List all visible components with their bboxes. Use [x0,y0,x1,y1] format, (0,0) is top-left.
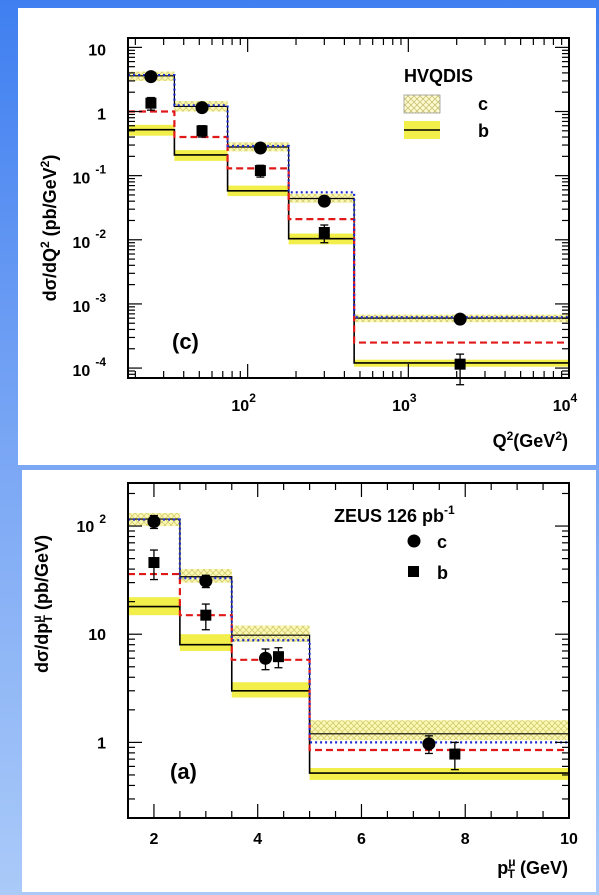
legend-label-b: b [437,563,448,583]
band-b [309,767,569,780]
plot-frame [127,37,570,379]
x-tick-label: 8 [461,831,470,848]
data-point-c [422,737,436,751]
x-tick-label: 102 [231,391,256,415]
data-point-b [272,651,284,663]
panel-pt: 2 4 6 8 10 10 2 10 1 (a) ZEUS 126 pb-1 c b dσ/dp… [22,470,596,892]
legend-label-c: c [437,532,447,552]
x-axis-label-q2: Q2(GeV2) [493,429,568,451]
band-c-hatch [231,625,310,642]
panel-q2: 102 103 104 10 1 10-1 10-2 10-3 10-4 (c) HVQDIS … [18,8,596,465]
legend-label-c: c [478,94,488,114]
y-tick-label: 1 [97,107,106,124]
band-b [179,634,232,651]
plot-area-pt: 2 4 6 8 10 10 2 10 1 [77,482,578,848]
data-point-c [144,70,158,84]
y-tick-label: 10-3 [73,291,107,316]
line-c-dotted [128,518,569,744]
x-tick-label: 103 [392,391,417,415]
data-point-c [195,101,209,115]
legend-title: ZEUS 126 pb-1 [334,503,455,526]
y-tick-label: 10-2 [73,227,107,252]
band-c-hatch [309,720,569,741]
band-b [231,682,310,698]
x-tick-label: 4 [253,831,262,848]
line-b-dashed [128,110,569,344]
legend-marker-square [408,566,419,577]
y-tick-label: 10 [88,42,106,59]
data-point-b [454,358,466,370]
x-axis-label-pt: pμ T (GeV) [497,855,568,881]
data-point-b [145,97,157,109]
data-point-c [147,515,161,529]
data-point-b [196,125,208,137]
legend-pt: ZEUS 126 pb-1 c b [334,503,455,583]
y-axis-label-pt: dσ/dpμT (pb/GeV) [30,535,55,673]
legend-marker-circle [407,534,421,548]
data-point-b [148,557,160,569]
legend-swatch-hatched [403,94,441,114]
y-tick-label: 10 [88,627,106,644]
data-point-b [449,748,461,760]
data-point-c [258,651,272,665]
data-point-b [200,609,212,621]
legend-title: HVQDIS [404,66,473,86]
legend-label-b: b [478,121,489,141]
y-tick-label: 10-1 [73,163,107,188]
panel-label: (a) [170,759,197,784]
data-point-c [199,574,213,588]
x-tick-label: 6 [357,831,366,848]
y-tick-label: 1 [97,735,106,752]
plot-area-q2: 102 103 104 10 1 10-1 10-2 10-3 10-4 [73,37,578,415]
legend-q2: HVQDIS c b [403,66,489,141]
y-axis-label-q2: dσ/dQ2 (pb/GeV2) [38,155,60,302]
data-point-c [453,312,467,326]
x-tick-label: 2 [149,831,158,848]
y-tick-label: 10 2 [77,512,107,536]
data-point-c [253,141,267,155]
data-point-c [317,194,331,208]
data-point-b [254,165,266,177]
panel-label: (c) [172,329,199,354]
data-point-b [318,226,330,238]
x-tick-label: 10 [560,831,578,848]
x-tick-label: 104 [553,391,578,415]
y-tick-label: 10-4 [73,355,107,380]
